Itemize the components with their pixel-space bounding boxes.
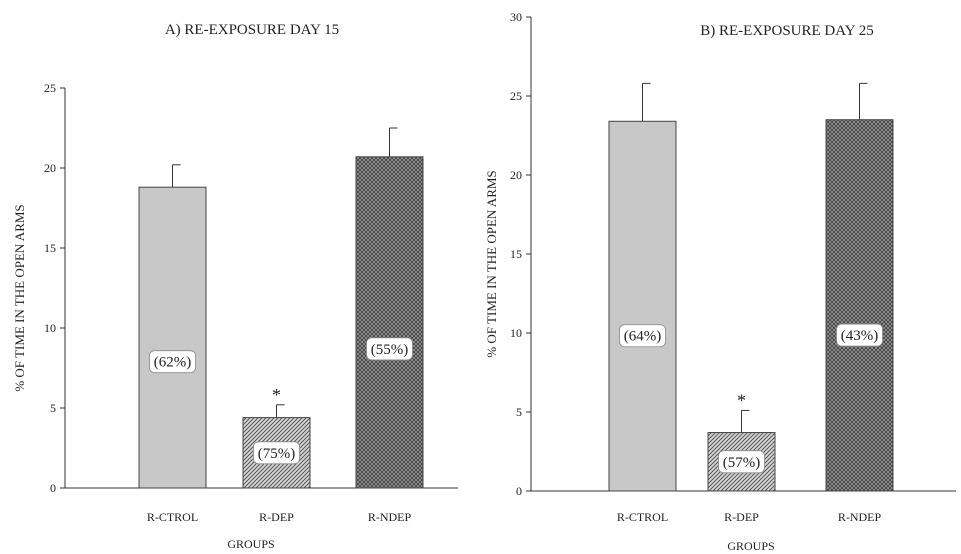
panel-b-bar-r-ndep xyxy=(825,119,894,492)
panel-b-y-tick-label: 5 xyxy=(516,405,522,419)
panel-b-x-tick-label: R-CTROL xyxy=(617,510,668,524)
panel-a-bar-r-ndep xyxy=(355,156,424,489)
panel-b-bar-r-ctrol xyxy=(608,120,677,492)
panel-b-y-tick-label: 0 xyxy=(516,484,522,498)
panel-b-y-tick-label: 30 xyxy=(510,10,522,24)
panel-a-x-tick-label: R-DEP xyxy=(259,510,294,524)
panel-b-x-tick-label: R-DEP xyxy=(724,510,759,524)
panel-a-y-tick-label: 20 xyxy=(44,161,56,175)
panel-b-x-axis-label: GROUPS xyxy=(727,539,774,553)
panel-b-bar-label-box xyxy=(836,323,883,347)
panel-a-bar-label-box xyxy=(149,350,196,374)
panel-b-y-tick-label: 15 xyxy=(510,247,522,261)
panel-b-y-axis-label: % OF TIME IN THE OPEN ARMS xyxy=(484,170,499,357)
panel-a-y-tick-label: 10 xyxy=(44,321,56,335)
panel-a-x-tick-label: R-CTROL xyxy=(147,510,198,524)
panel-a-x-tick-label: R-NDEP xyxy=(368,510,412,524)
panel-a-bar-label: (75%) xyxy=(258,446,296,462)
panel-b-y-tick-label: 20 xyxy=(510,168,522,182)
panel-a-x-axis-label: GROUPS xyxy=(227,537,274,551)
panel-a-y-tick-label: 25 xyxy=(44,81,56,95)
panel-a-bar-label-box xyxy=(366,337,413,361)
panel-a-y-tick-label: 15 xyxy=(44,241,56,255)
panel-b-title: B) RE-EXPOSURE DAY 25 xyxy=(700,23,874,39)
panel-a-title: A) RE-EXPOSURE DAY 15 xyxy=(165,22,339,38)
panel-b-y-tick-label: 25 xyxy=(510,89,522,103)
panel-b-group: B) RE-EXPOSURE DAY 25 0 5 10 15 20 25 30 % OF TI… xyxy=(484,10,956,553)
panel-a-significance-marker: * xyxy=(272,385,281,405)
panel-b-y-tick-label: 10 xyxy=(510,326,522,340)
panel-a-y-tick-label: 5 xyxy=(50,401,56,415)
panel-b-x-tick-label: R-NDEP xyxy=(838,510,882,524)
panel-a-bar-label: (55%) xyxy=(371,342,409,358)
panel-a-bar-label: (62%) xyxy=(154,355,192,371)
panel-a-y-tick-label: 0 xyxy=(50,481,56,495)
panel-a-bar-r-ctrol xyxy=(138,186,207,489)
panel-a-bar-label-box xyxy=(253,441,300,465)
panel-b-bar-label-box xyxy=(718,450,765,474)
panel-a-group: A) RE-EXPOSURE DAY 15 0 5 10 15 20 25 % OF TIME… xyxy=(12,22,458,551)
panel-a-y-axis-label: % OF TIME IN THE OPEN ARMS xyxy=(12,204,27,391)
panel-b-bar-label: (57%) xyxy=(723,455,761,471)
panel-b-bar-label: (64%) xyxy=(624,329,662,345)
panel-b-bar-label: (43%) xyxy=(841,328,879,344)
panel-b-significance-marker: * xyxy=(737,390,746,410)
panel-b-bar-label-box xyxy=(619,324,666,348)
